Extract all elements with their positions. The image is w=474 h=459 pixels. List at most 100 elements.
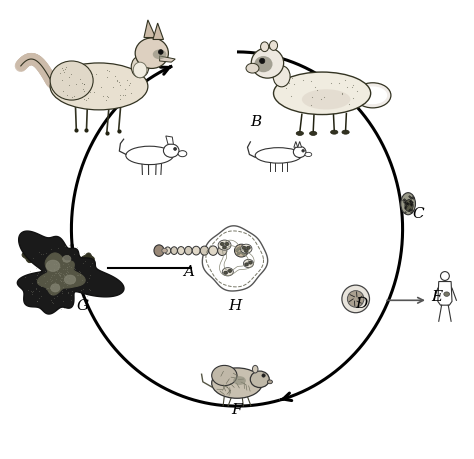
Ellipse shape xyxy=(401,193,416,215)
Polygon shape xyxy=(202,226,268,291)
Ellipse shape xyxy=(233,376,246,385)
Circle shape xyxy=(242,246,245,249)
Ellipse shape xyxy=(444,292,449,297)
Circle shape xyxy=(236,250,238,252)
Circle shape xyxy=(245,250,247,252)
Ellipse shape xyxy=(253,365,258,373)
Ellipse shape xyxy=(135,39,168,69)
Ellipse shape xyxy=(330,131,338,135)
Ellipse shape xyxy=(246,64,259,74)
Text: D: D xyxy=(355,296,367,310)
Polygon shape xyxy=(298,142,301,148)
Polygon shape xyxy=(160,57,175,63)
Ellipse shape xyxy=(261,43,269,52)
Circle shape xyxy=(223,246,226,249)
Ellipse shape xyxy=(246,246,250,250)
Polygon shape xyxy=(166,137,173,145)
Circle shape xyxy=(342,285,369,313)
Ellipse shape xyxy=(220,243,224,246)
Ellipse shape xyxy=(405,200,413,212)
Circle shape xyxy=(260,59,265,64)
Circle shape xyxy=(224,272,227,274)
Ellipse shape xyxy=(270,42,278,51)
Ellipse shape xyxy=(50,64,148,111)
Circle shape xyxy=(237,248,240,251)
Ellipse shape xyxy=(50,62,93,101)
Ellipse shape xyxy=(242,246,246,250)
Ellipse shape xyxy=(222,246,227,249)
Circle shape xyxy=(247,247,250,250)
Ellipse shape xyxy=(212,365,237,386)
Polygon shape xyxy=(18,232,124,314)
Ellipse shape xyxy=(245,263,249,266)
Ellipse shape xyxy=(178,247,184,255)
Ellipse shape xyxy=(162,249,167,253)
Ellipse shape xyxy=(254,57,273,73)
Polygon shape xyxy=(438,282,452,306)
Ellipse shape xyxy=(228,270,232,273)
Ellipse shape xyxy=(126,147,173,165)
Ellipse shape xyxy=(201,246,209,256)
Ellipse shape xyxy=(164,247,171,255)
Ellipse shape xyxy=(240,245,252,254)
Polygon shape xyxy=(294,142,298,148)
Ellipse shape xyxy=(255,148,301,164)
Ellipse shape xyxy=(235,245,248,257)
Ellipse shape xyxy=(302,90,350,110)
Ellipse shape xyxy=(248,262,253,265)
Ellipse shape xyxy=(293,147,306,158)
Ellipse shape xyxy=(64,275,76,285)
Polygon shape xyxy=(37,253,85,296)
Ellipse shape xyxy=(305,153,312,157)
Ellipse shape xyxy=(218,246,227,256)
Circle shape xyxy=(243,249,246,252)
Ellipse shape xyxy=(358,87,387,105)
Ellipse shape xyxy=(218,241,231,251)
Ellipse shape xyxy=(63,256,71,263)
Ellipse shape xyxy=(355,84,391,109)
Ellipse shape xyxy=(185,247,192,255)
Ellipse shape xyxy=(342,131,349,135)
Text: G: G xyxy=(77,298,89,312)
Circle shape xyxy=(245,263,248,266)
Circle shape xyxy=(262,374,265,377)
Text: F: F xyxy=(232,403,242,416)
Circle shape xyxy=(173,148,177,151)
Ellipse shape xyxy=(244,260,254,268)
Ellipse shape xyxy=(178,151,187,157)
Ellipse shape xyxy=(267,380,273,384)
Ellipse shape xyxy=(153,50,166,60)
Ellipse shape xyxy=(154,245,164,257)
Circle shape xyxy=(243,253,245,256)
Circle shape xyxy=(221,243,224,246)
Ellipse shape xyxy=(46,261,60,272)
Text: E: E xyxy=(431,289,443,303)
Ellipse shape xyxy=(192,247,200,255)
Text: H: H xyxy=(228,298,241,312)
Polygon shape xyxy=(82,253,94,264)
Ellipse shape xyxy=(225,243,229,246)
Polygon shape xyxy=(22,249,39,263)
Circle shape xyxy=(249,262,252,264)
Circle shape xyxy=(228,270,231,273)
Ellipse shape xyxy=(209,246,218,256)
Circle shape xyxy=(302,150,304,153)
Ellipse shape xyxy=(250,371,269,388)
Ellipse shape xyxy=(251,49,283,79)
Circle shape xyxy=(440,272,449,281)
Circle shape xyxy=(347,291,364,308)
Ellipse shape xyxy=(244,250,248,253)
Ellipse shape xyxy=(212,368,262,398)
Ellipse shape xyxy=(133,63,147,78)
Polygon shape xyxy=(153,24,164,40)
Ellipse shape xyxy=(222,268,233,276)
Ellipse shape xyxy=(171,247,177,255)
Polygon shape xyxy=(26,285,39,297)
Text: B: B xyxy=(250,115,261,129)
Text: C: C xyxy=(413,207,425,220)
Ellipse shape xyxy=(273,73,371,115)
Circle shape xyxy=(241,248,244,251)
Ellipse shape xyxy=(51,284,60,292)
Circle shape xyxy=(226,243,228,246)
Ellipse shape xyxy=(224,271,228,274)
